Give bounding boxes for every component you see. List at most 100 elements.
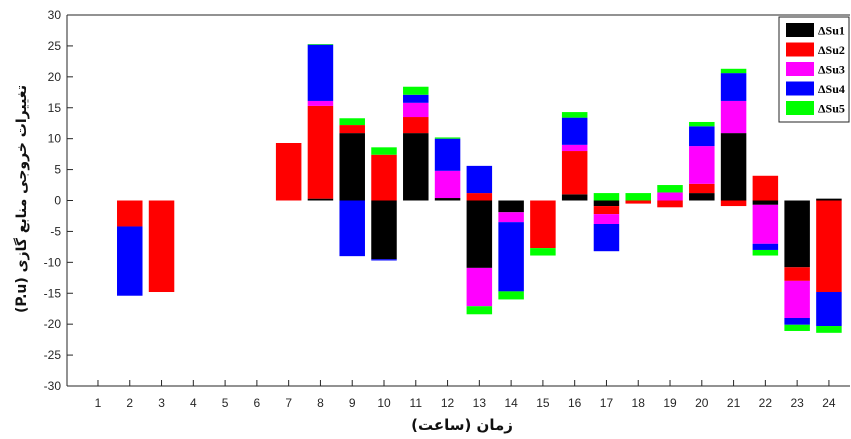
bar-segment-su2-hour-18 xyxy=(625,200,651,204)
bar-segment-su1-hour-16 xyxy=(561,194,588,201)
x-tick-label: 3 xyxy=(158,396,165,410)
bar-segment-su2-hour-7 xyxy=(275,143,302,201)
x-tick-label: 9 xyxy=(349,396,356,410)
y-tick-label: 25 xyxy=(48,39,62,53)
bar-segment-su4-hour-17 xyxy=(593,224,620,252)
x-tick-label: 13 xyxy=(473,396,487,410)
bar-segment-su3-hour-8 xyxy=(307,100,334,106)
bar-segment-su3-hour-23 xyxy=(784,280,810,318)
legend: ΔSu1 ΔSu2 ΔSu3 ΔSu4 ΔSu5 xyxy=(778,16,850,123)
bar-segment-su4-hour-10 xyxy=(371,259,397,261)
bar-segment-su4-hour-23 xyxy=(784,317,810,325)
bar-segment-su1-hour-10 xyxy=(371,200,397,260)
bar-segment-su1-hour-12 xyxy=(434,198,461,201)
bar-segment-su5-hour-23 xyxy=(784,324,810,331)
bar-segment-su5-hour-20 xyxy=(689,121,715,127)
x-tick-label: 23 xyxy=(790,396,804,410)
x-tick-label: 12 xyxy=(441,396,455,410)
bar-segment-su4-hour-2 xyxy=(117,226,143,296)
bar-segment-su5-hour-9 xyxy=(339,118,365,126)
bar-segment-su4-hour-22 xyxy=(752,243,779,250)
bar-segment-su1-hour-20 xyxy=(689,193,715,201)
bar-segment-su2-hour-21 xyxy=(720,200,747,207)
bar-segment-su2-hour-16 xyxy=(561,151,588,195)
y-axis-label: تغییرات خروجی منابع گازی (P.u) xyxy=(14,85,30,313)
bar-segment-su2-hour-10 xyxy=(371,154,397,201)
bar-segment-su5-hour-10 xyxy=(371,147,397,155)
bar-segment-su1-hour-17 xyxy=(593,200,620,207)
bar-segment-su4-hour-8 xyxy=(307,44,334,101)
bar-segment-su1-hour-21 xyxy=(720,133,747,201)
y-axis: 30 25 20 15 10 5 0 -5 -10 -15 -20 -25 -30 xyxy=(44,8,73,393)
bar-segment-su4-hour-16 xyxy=(561,117,588,145)
legend-swatch-su2 xyxy=(786,42,814,57)
bar-segment-su5-hour-16 xyxy=(561,112,588,118)
x-tick-label: 18 xyxy=(632,396,646,410)
bar-segment-su2-hour-9 xyxy=(339,125,365,134)
y-tick-label: 20 xyxy=(48,70,62,84)
x-tick-label: 19 xyxy=(663,396,677,410)
x-tick-label: 4 xyxy=(190,396,197,410)
bar-segment-su1-hour-11 xyxy=(403,133,429,201)
bar-segment-su2-hour-2 xyxy=(117,200,143,227)
bar-segment-su5-hour-17 xyxy=(593,193,620,201)
bar-segment-su5-hour-12 xyxy=(434,137,461,139)
bar-segment-su4-hour-24 xyxy=(816,292,842,327)
x-tick-label: 22 xyxy=(759,396,773,410)
bar-segment-su1-hour-14 xyxy=(498,200,524,213)
legend-label-su2: ΔSu2 xyxy=(818,43,845,57)
bar-segment-su5-hour-24 xyxy=(816,326,842,333)
bar-segment-su4-hour-9 xyxy=(339,200,365,257)
bar-segment-su5-hour-14 xyxy=(498,291,524,300)
x-axis: 1 2 3 4 5 6 7 8 9 10 11 12 13 14 15 16 17 18 19 20 21 22 23 24 xyxy=(95,380,836,410)
legend-swatch-su1 xyxy=(786,23,814,37)
x-tick-label: 11 xyxy=(410,396,423,410)
bar-segment-su4-hour-21 xyxy=(720,73,747,101)
y-tick-label: 30 xyxy=(48,8,62,22)
legend-swatch-su3 xyxy=(786,62,814,76)
bar-segment-su3-hour-13 xyxy=(466,267,493,307)
legend-label-su1: ΔSu1 xyxy=(818,24,845,38)
x-tick-label: 5 xyxy=(222,396,229,410)
bar-segment-su5-hour-22 xyxy=(752,249,779,256)
bar-segment-su3-hour-16 xyxy=(561,144,588,152)
legend-swatch-su4 xyxy=(786,81,814,96)
bar-segment-su2-hour-3 xyxy=(148,200,175,293)
bar-layer xyxy=(117,44,842,333)
x-tick-label: 14 xyxy=(504,396,518,410)
bar-segment-su4-hour-20 xyxy=(689,126,715,147)
bar-segment-su5-hour-13 xyxy=(466,306,493,315)
bar-segment-su2-hour-20 xyxy=(689,183,715,194)
bar-segment-su2-hour-15 xyxy=(530,200,556,249)
bar-segment-su1-hour-22 xyxy=(752,200,779,205)
bar-segment-su5-hour-21 xyxy=(720,68,747,74)
y-tick-label: -5 xyxy=(50,224,61,238)
y-tick-label: -15 xyxy=(44,286,62,300)
y-tick-label: 5 xyxy=(54,163,61,177)
y-tick-label: 15 xyxy=(48,101,62,115)
bar-segment-su3-hour-12 xyxy=(434,170,461,199)
y-tick-label: 10 xyxy=(48,132,62,146)
bar-segment-su1-hour-23 xyxy=(784,200,810,268)
bar-segment-su2-hour-22 xyxy=(752,175,779,201)
y-tick-label: 0 xyxy=(54,194,61,208)
bar-segment-su3-hour-11 xyxy=(403,102,429,118)
bar-segment-su5-hour-18 xyxy=(625,193,651,201)
y-tick-label: -30 xyxy=(44,379,62,393)
bar-segment-su1-hour-8 xyxy=(307,198,334,201)
bar-segment-su3-hour-20 xyxy=(689,146,715,184)
x-tick-label: 20 xyxy=(695,396,709,410)
x-tick-label: 10 xyxy=(377,396,391,410)
bar-segment-su2-hour-24 xyxy=(816,200,842,293)
x-tick-label: 21 xyxy=(727,396,741,410)
bar-segment-su5-hour-11 xyxy=(403,86,429,95)
bar-segment-su2-hour-13 xyxy=(466,193,493,201)
bar-segment-su4-hour-11 xyxy=(403,94,429,103)
bar-segment-su2-hour-19 xyxy=(657,200,683,208)
bar-segment-su3-hour-21 xyxy=(720,100,747,134)
x-tick-label: 24 xyxy=(822,396,836,410)
bar-segment-su2-hour-8 xyxy=(307,105,334,199)
bar-segment-su5-hour-15 xyxy=(530,248,556,256)
